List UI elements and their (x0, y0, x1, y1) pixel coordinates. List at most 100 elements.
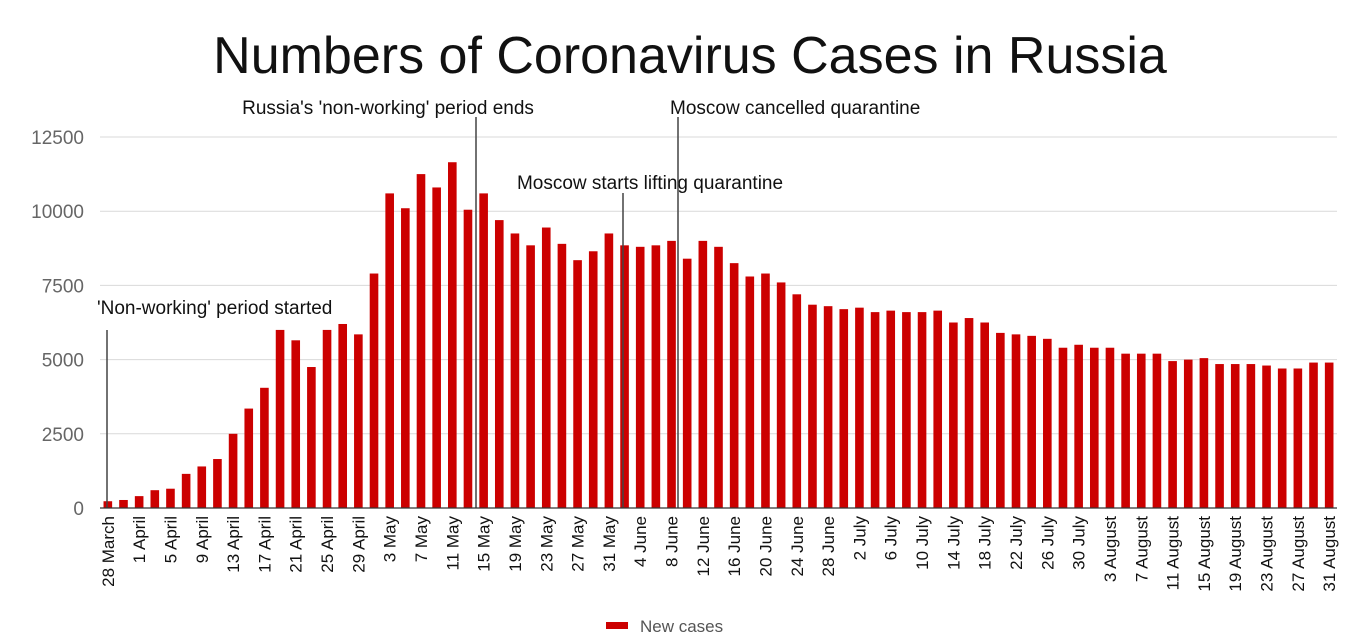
bar-28-june (823, 306, 833, 508)
x-tick-label: 31 May (600, 516, 619, 572)
bar-27-april (338, 323, 348, 508)
bar-19-august (1230, 364, 1240, 508)
bar-2-july (855, 307, 864, 508)
x-tick-label: 3 May (381, 516, 400, 563)
bar-7-may (416, 174, 426, 508)
bars (103, 162, 1334, 509)
legend-swatch (606, 622, 628, 629)
bar-19-may (510, 233, 520, 508)
x-tick-label: 30 July (1070, 516, 1089, 570)
x-tick-label: 7 August (1132, 516, 1151, 582)
bar-3-may (385, 193, 394, 508)
bar-26-july (1043, 338, 1052, 508)
x-tick-label: 21 April (287, 516, 306, 573)
bar-10-june (682, 258, 692, 508)
x-tick-label: 10 July (913, 516, 932, 570)
legend-label: New cases (640, 617, 723, 636)
bar-5-may (401, 208, 410, 508)
bar-20-july (996, 332, 1005, 508)
bar-20-june (761, 273, 770, 508)
x-tick-label: 26 July (1038, 516, 1057, 570)
bar-9-april (197, 466, 207, 508)
x-tick-label: 29 April (349, 516, 368, 573)
bar-6-june (651, 245, 661, 508)
bar-1-may (369, 273, 379, 508)
x-tick-label: 27 August (1289, 516, 1308, 592)
bar-13-may (463, 209, 473, 508)
x-tick-label: 31 August (1320, 516, 1339, 592)
bar-4-july (870, 312, 880, 508)
x-tick-label: 16 June (725, 516, 744, 577)
bar-10-july (917, 312, 927, 508)
bar-4-june (635, 246, 645, 509)
bar-1-august (1089, 347, 1099, 508)
bar-25-may (557, 243, 567, 508)
bar-14-june (714, 246, 723, 509)
x-tick-label: 6 July (882, 516, 901, 561)
bar-8-june (667, 240, 676, 508)
legend: New cases (606, 617, 723, 636)
bar-27-august (1293, 368, 1303, 508)
x-tick-label: 23 May (537, 516, 556, 572)
y-tick-label: 5000 (42, 351, 84, 372)
x-tick-label: 4 June (631, 516, 650, 567)
bar-30-march (119, 499, 128, 508)
bar-7-april (181, 473, 191, 508)
bar-25-april (322, 329, 332, 508)
bar-11-may (448, 162, 457, 508)
bar-31-august (1324, 362, 1334, 508)
bar-3-april (150, 490, 160, 508)
annotation-label: Moscow cancelled quarantine (670, 98, 920, 119)
bar-19-april (275, 329, 285, 508)
annotation-label: Moscow starts lifting quarantine (517, 173, 783, 194)
bar-11-april (213, 459, 222, 508)
bar-13-august (1183, 359, 1193, 508)
bar-5-august (1121, 353, 1130, 508)
x-tick-label: 22 July (1007, 516, 1026, 570)
bar-9-may (432, 187, 441, 508)
bar-17-august (1215, 364, 1224, 508)
y-tick-label: 2500 (42, 425, 84, 446)
x-tick-label: 5 April (161, 516, 180, 563)
annotations: 'Non-working' period started Russia's 'no… (97, 98, 920, 508)
bar-16-june (729, 263, 739, 508)
bar-28-july (1058, 347, 1068, 508)
bar-25-august (1277, 368, 1287, 508)
bar-15-may (479, 193, 488, 508)
x-tick-label: 3 August (1101, 516, 1120, 582)
bar-30-june (839, 309, 849, 508)
y-tick-label: 7500 (42, 276, 84, 297)
x-tick-label: 13 April (224, 516, 243, 573)
bar-24-june (792, 294, 802, 508)
x-tick-label: 20 June (756, 516, 775, 577)
x-tick-label: 12 June (694, 516, 713, 577)
x-tick-label: 11 May (443, 516, 462, 571)
bar-30-july (1074, 344, 1083, 508)
bar-29-may (588, 251, 598, 508)
bar-3-august (1105, 347, 1115, 508)
bar-9-august (1152, 353, 1162, 508)
bar-22-july (1011, 334, 1021, 508)
bar-23-may (541, 227, 551, 509)
bar-12-june (698, 240, 708, 508)
x-tick-label: 14 July (944, 516, 963, 570)
x-tick-label: 28 March (99, 516, 118, 587)
y-axis-ticks: 0 2500 5000 7500 10000 12500 (31, 128, 84, 520)
x-tick-label: 24 June (788, 516, 807, 577)
bar-22-june (776, 282, 786, 508)
bar-1-april (134, 496, 144, 508)
x-tick-label: 9 April (193, 516, 212, 563)
bar-23-august (1262, 365, 1271, 508)
x-tick-label: 8 June (663, 516, 682, 567)
bar-15-april (244, 408, 254, 508)
bar-23-april (307, 367, 316, 508)
x-axis-ticks: 28 March 1 April 5 April 9 April 13 April 17 … (99, 516, 1339, 592)
x-tick-label: 19 May (506, 516, 525, 572)
bar-24-july (1027, 335, 1036, 508)
bar-12-july (933, 310, 943, 508)
bar-18-june (745, 276, 755, 508)
x-tick-label: 11 August (1164, 516, 1183, 591)
bar-31-may (604, 233, 614, 508)
x-tick-label: 27 May (569, 516, 588, 572)
annotation-label: Russia's 'non-working' period ends (242, 98, 534, 119)
